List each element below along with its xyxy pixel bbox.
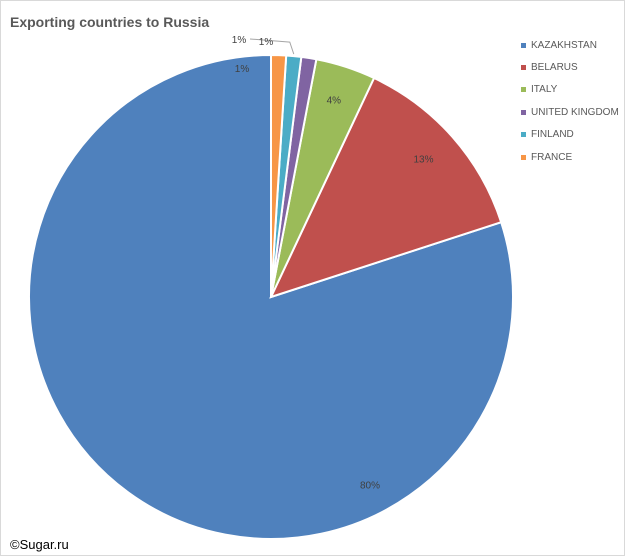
legend-label-kazakhstan: KAZAKHSTAN (531, 39, 597, 51)
legend-item-italy: ITALY (521, 79, 619, 101)
legend-item-france: FRANCE (521, 146, 619, 168)
legend-item-belarus: BELARUS (521, 56, 619, 78)
legend-swatch-france (521, 154, 526, 160)
legend: KAZAKHSTAN BELARUS ITALY UNITED KINGDOM FINL… (521, 34, 619, 168)
pie-slices (28, 53, 514, 540)
data-label-kazakhstan: 80% (360, 480, 380, 491)
data-label-italy: 4% (327, 96, 342, 107)
leader-lines (249, 38, 295, 55)
data-label-finland: 1% (232, 35, 247, 46)
legend-label-italy: ITALY (531, 84, 558, 96)
legend-item-kazakhstan: KAZAKHSTAN (521, 34, 619, 56)
legend-item-finland: FINLAND (521, 124, 619, 146)
chart-title: Exporting countries to Russia (10, 14, 210, 30)
legend-swatch-united-kingdom (521, 109, 526, 115)
pie-slice-kazakhstan (28, 53, 514, 540)
leader-line-finland (249, 38, 295, 55)
legend-label-finland: FINLAND (531, 129, 574, 141)
data-label-france: 1% (259, 37, 274, 48)
legend-swatch-kazakhstan (521, 42, 526, 48)
legend-label-belarus: BELARUS (531, 62, 578, 74)
pie-slice-france (270, 53, 288, 298)
legend-label-france: FRANCE (531, 151, 573, 163)
legend-swatch-finland (521, 132, 526, 138)
data-labels: 80% 13% 4% 1% 1% 1% (232, 35, 434, 491)
legend-swatch-italy (521, 87, 526, 93)
data-label-united-kingdom: 1% (235, 64, 250, 75)
legend-item-united-kingdom: UNITED KINGDOM (521, 101, 619, 123)
data-label-belarus: 13% (413, 155, 433, 166)
legend-label-united-kingdom: UNITED KINGDOM (531, 106, 619, 118)
copyright-text: ©Sugar.ru (10, 537, 69, 552)
legend-swatch-belarus (521, 65, 526, 71)
pie-slice-belarus (269, 76, 503, 299)
